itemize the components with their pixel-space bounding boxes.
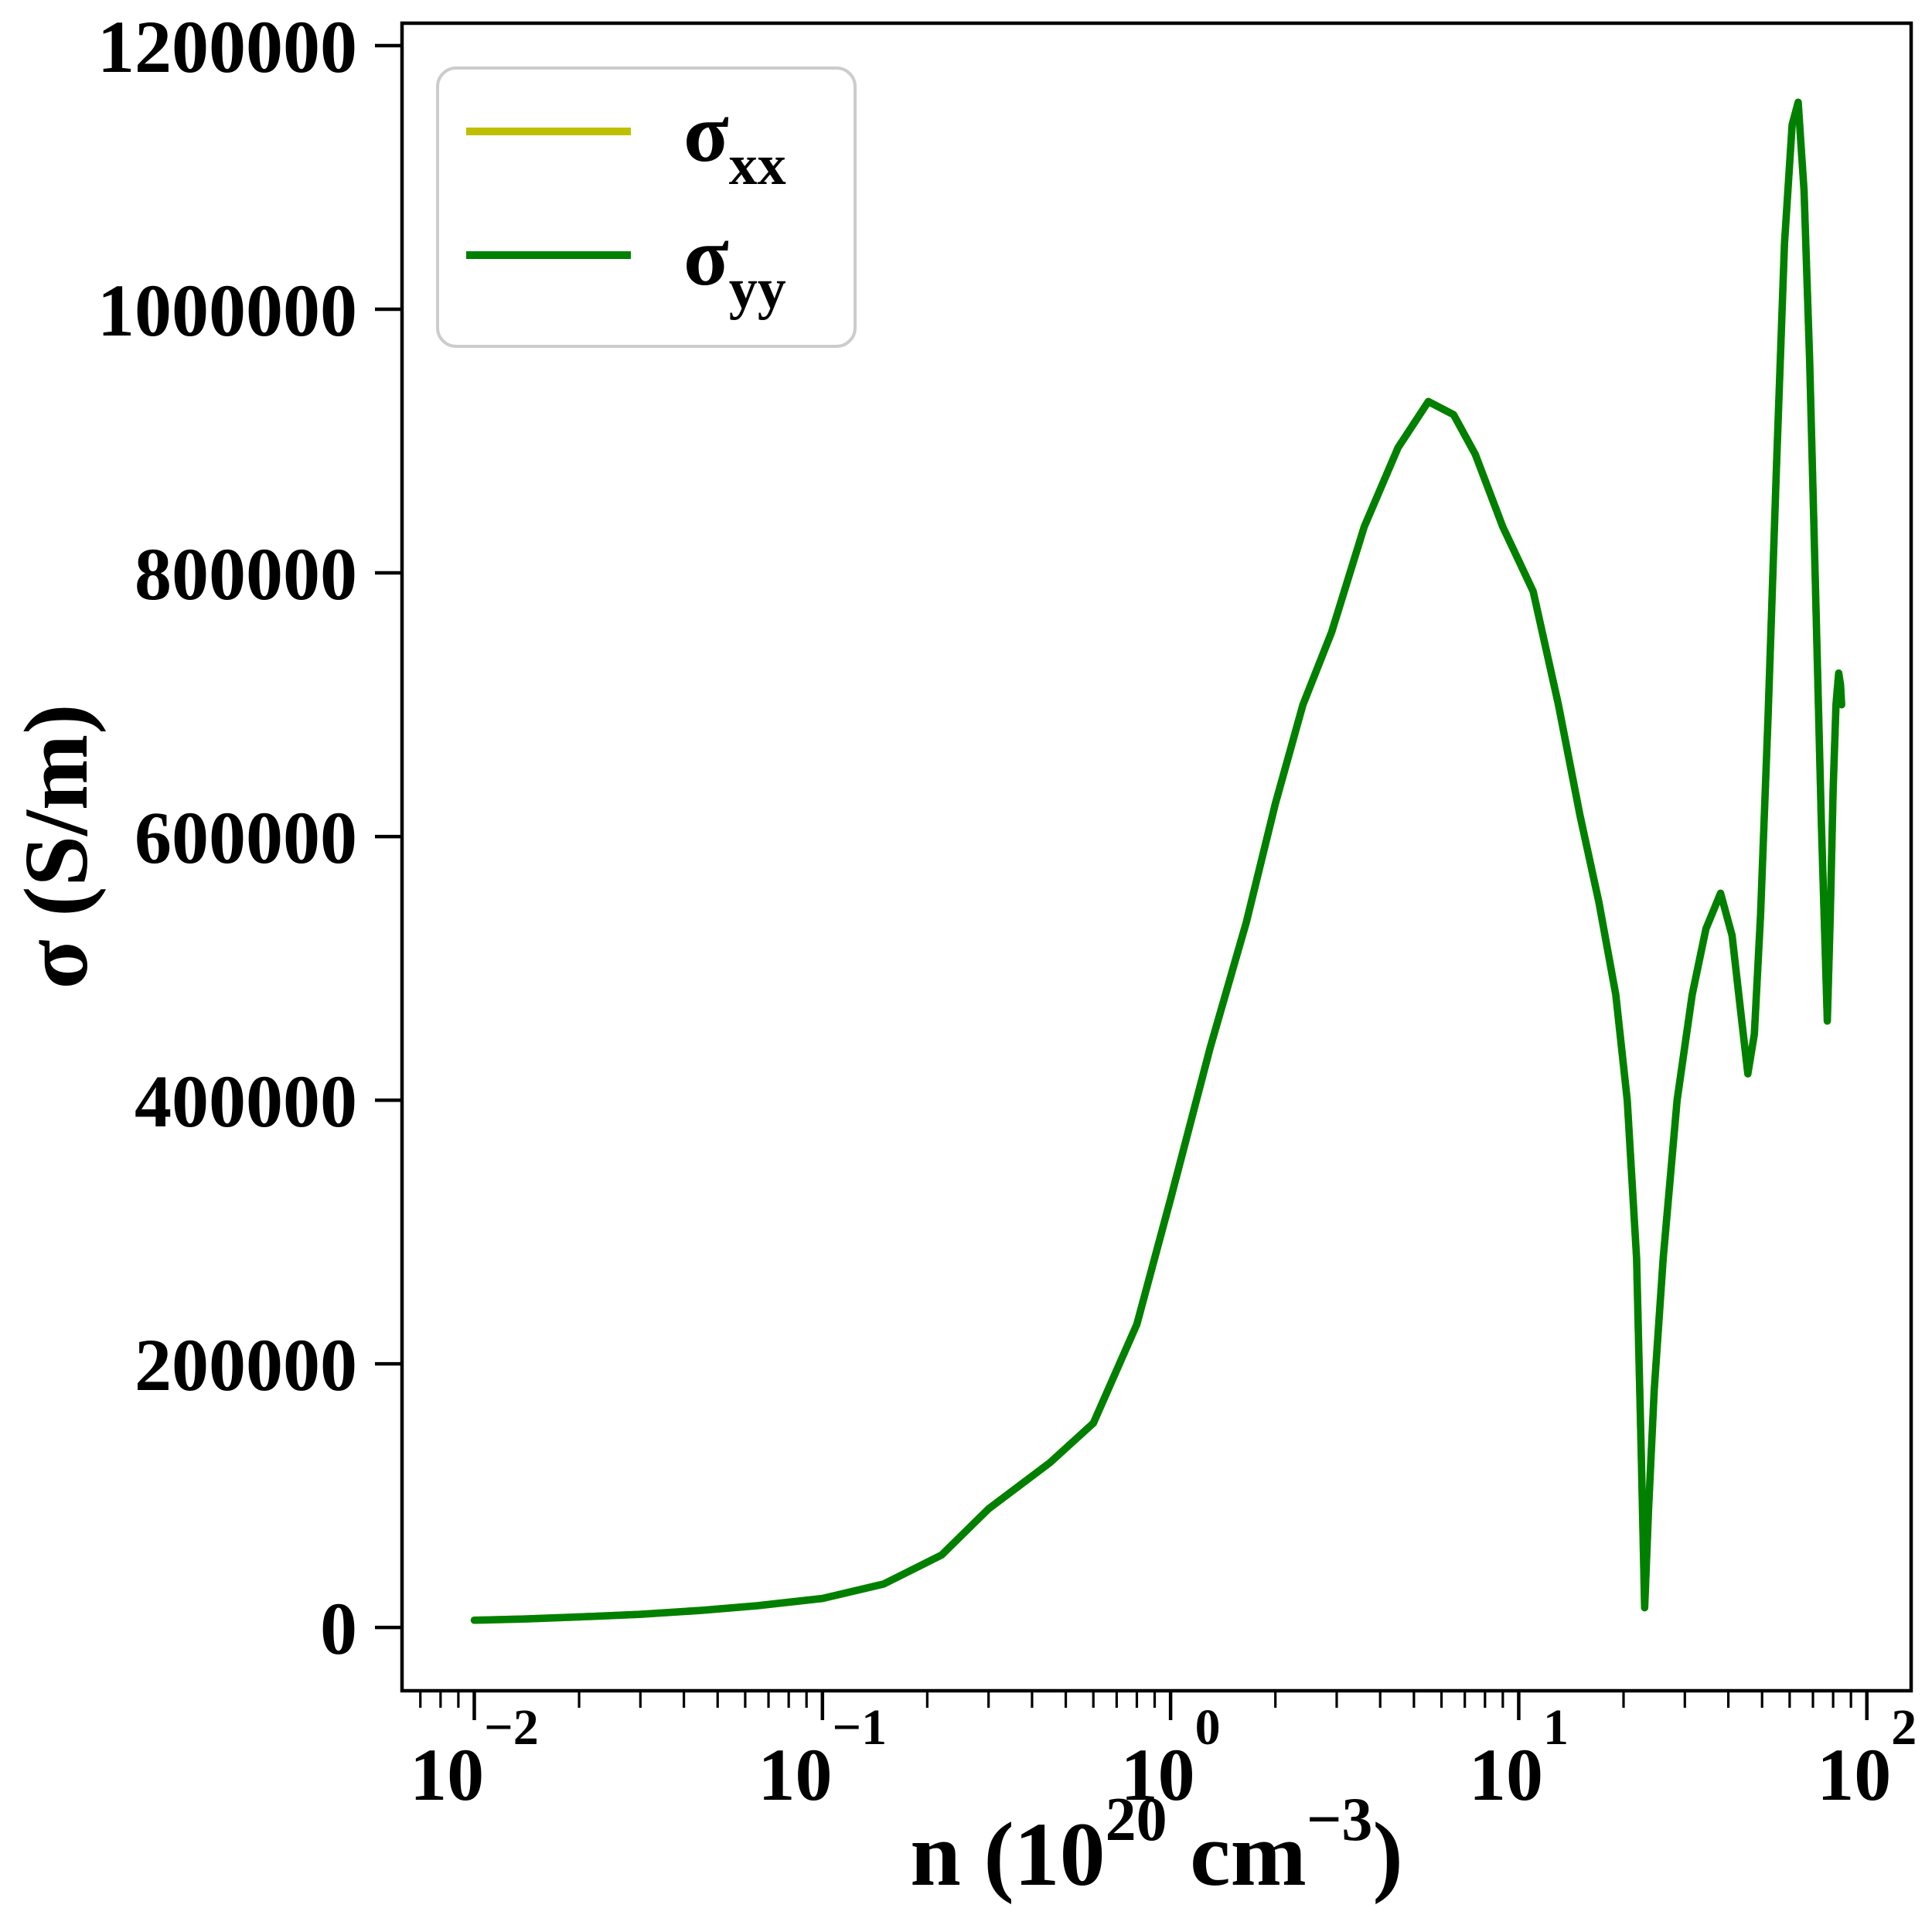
x-tick-label: 100 bbox=[1121, 1699, 1221, 1816]
legend-box bbox=[436, 66, 857, 348]
legend: σxx σyy bbox=[436, 66, 857, 348]
x-tick-label: 10−2 bbox=[410, 1699, 539, 1816]
y-tick-label: 1200000 bbox=[97, 5, 357, 88]
legend-label-sigma-xx: σxx bbox=[683, 87, 786, 197]
x-axis-tick-labels: 10−2 10−1 100 101 102 bbox=[410, 1699, 1917, 1816]
x-axis-major-ticks bbox=[472, 1691, 1869, 1720]
x-axis-minor-ticks bbox=[419, 1691, 1852, 1708]
y-axis-label: σ (S/m) bbox=[5, 704, 107, 990]
y-tick-label: 400000 bbox=[135, 1060, 357, 1143]
x-axis-label: n (1020 cm−3) bbox=[910, 1786, 1402, 1905]
data-curves bbox=[470, 98, 1845, 1624]
y-axis-major-ticks bbox=[375, 43, 402, 1630]
y-tick-label: 1000000 bbox=[97, 269, 357, 352]
y-tick-label: 200000 bbox=[135, 1324, 357, 1406]
curve-sigma-yy bbox=[470, 98, 1845, 1624]
y-tick-label: 800000 bbox=[135, 533, 357, 615]
y-tick-label: 0 bbox=[320, 1587, 357, 1670]
y-tick-label: 600000 bbox=[135, 796, 357, 879]
y-axis-tick-labels: 0 200000 400000 600000 800000 1000000 1200000 bbox=[97, 5, 357, 1670]
x-tick-label: 102 bbox=[1817, 1699, 1917, 1816]
legend-label-sigma-yy: σyy bbox=[683, 211, 786, 321]
x-tick-label: 101 bbox=[1469, 1699, 1569, 1816]
x-tick-label: 10−1 bbox=[758, 1699, 888, 1816]
plot-area-border bbox=[400, 21, 1913, 1693]
